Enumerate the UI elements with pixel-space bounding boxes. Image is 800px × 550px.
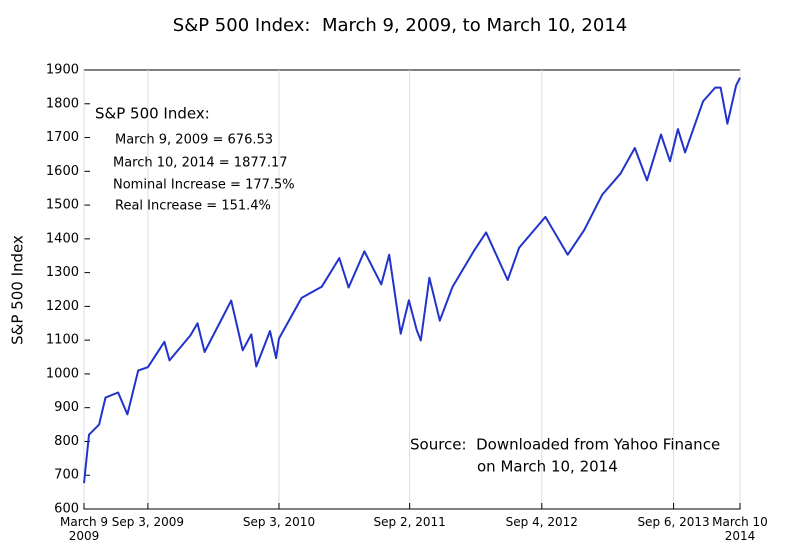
source-text: on March 10, 2014 bbox=[477, 458, 618, 476]
price-line bbox=[83, 77, 741, 484]
y-tick-label: 1700 bbox=[46, 130, 79, 145]
x-tick-label: March 9 2009 bbox=[59, 515, 109, 543]
y-tick-label: 900 bbox=[54, 400, 79, 415]
x-tick-label: Sep 3, 2010 bbox=[242, 515, 316, 529]
y-tick-label: 1500 bbox=[46, 198, 79, 213]
y-tick-label: 1800 bbox=[46, 96, 79, 111]
x-tick-label: Sep 4, 2012 bbox=[505, 515, 578, 529]
y-axis-label: S&P 500 Index bbox=[9, 235, 27, 345]
summary-text: March 9, 2009 = 676.53 bbox=[115, 133, 273, 148]
y-tick-label: 1100 bbox=[46, 333, 79, 348]
y-tick-label: 1200 bbox=[46, 299, 79, 314]
source-text: Source: Downloaded from Yahoo Finance bbox=[410, 436, 720, 454]
x-tick-label: Sep 3, 2009 bbox=[111, 515, 185, 529]
y-tick-label: 1000 bbox=[46, 366, 79, 381]
chart-title: S&P 500 Index: March 9, 2009, to March 1… bbox=[173, 15, 627, 36]
y-tick-label: 600 bbox=[54, 502, 79, 517]
y-tick-label: 1900 bbox=[46, 63, 79, 78]
summary-text: Real Increase = 151.4% bbox=[115, 199, 271, 214]
y-tick-label: 1400 bbox=[46, 231, 79, 246]
y-tick-label: 700 bbox=[54, 468, 79, 483]
x-tick-label: Sep 6, 2013 bbox=[637, 515, 710, 529]
summary-text: S&P 500 Index: bbox=[95, 105, 210, 123]
x-tick-label: Sep 2, 2011 bbox=[373, 515, 446, 529]
x-tick-label: March 10 2014 bbox=[712, 515, 768, 543]
summary-text: March 10, 2014 = 1877.17 bbox=[113, 156, 288, 171]
y-tick-label: 800 bbox=[54, 434, 79, 449]
summary-text: Nominal Increase = 177.5% bbox=[113, 178, 295, 193]
y-tick-label: 1600 bbox=[46, 164, 79, 179]
y-tick-label: 1300 bbox=[46, 265, 79, 280]
